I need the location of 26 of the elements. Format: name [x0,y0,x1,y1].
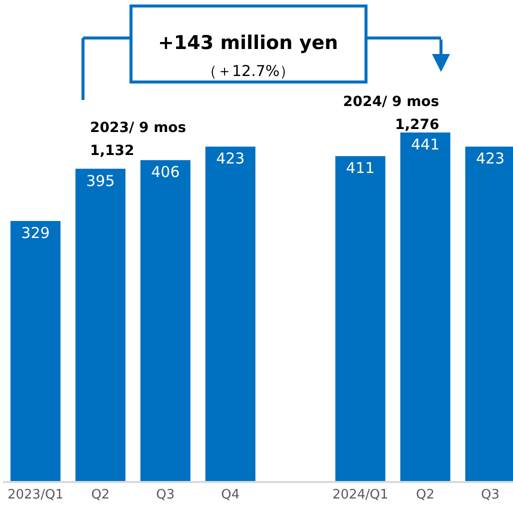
x-tick-label: Q3 [156,488,175,503]
x-tick-label: Q3 [481,488,500,503]
x-tick-label: Q4 [221,488,240,503]
data-label: 423 [476,150,505,168]
x-tick-label: Q2 [416,488,435,503]
text: （＋12.7%） [202,62,295,80]
x-tick-label: 2023/Q1 [7,488,64,503]
annotation: 1,132 [90,143,134,159]
text: +143 million yen [158,32,338,54]
bar [400,132,450,481]
bar [75,168,126,481]
bar [205,146,256,481]
data-label: 395 [86,172,115,190]
data-label: 423 [216,150,245,168]
annotation: 2023/ 9 mos [90,120,186,136]
x-tick-label: Q2 [91,488,110,503]
bar [140,160,190,481]
text: 2024/ 9 mos [343,94,440,110]
annotation: 1,276 [395,117,440,133]
data-label: 411 [346,159,375,178]
data-label: 329 [21,224,50,242]
data-label: 406 [151,163,180,182]
bar [335,156,386,481]
bar [10,220,60,481]
data-label: 441 [410,135,440,154]
x-tick-label: 2024/Q1 [332,488,388,503]
